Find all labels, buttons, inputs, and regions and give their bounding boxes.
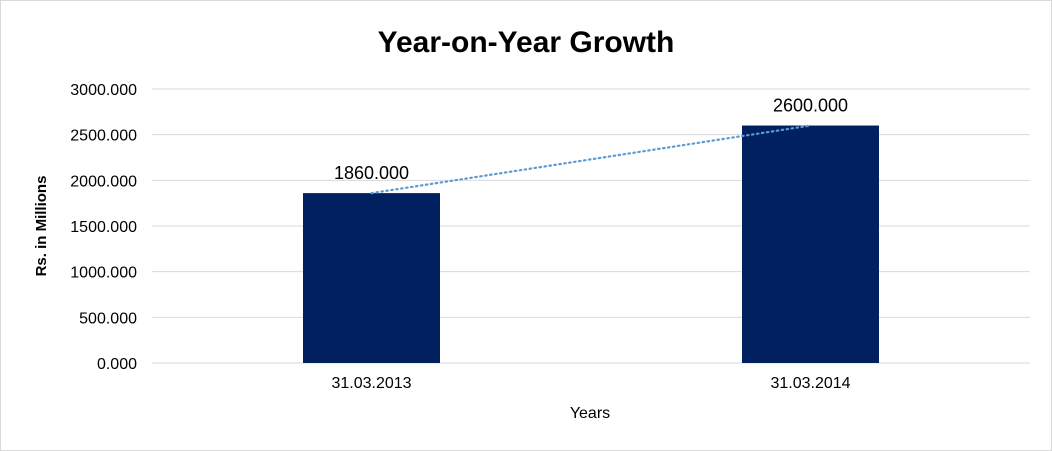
- x-tick-label: 31.03.2013: [331, 375, 411, 392]
- data-label: 1860.000: [334, 163, 409, 183]
- y-tick-label: 2000.000: [70, 173, 137, 190]
- bar: [303, 193, 440, 363]
- x-tick-label: 31.03.2014: [770, 375, 850, 392]
- chart-title: Year-on-Year Growth: [378, 26, 675, 59]
- y-tick-label: 3000.000: [70, 82, 137, 99]
- trendline: [370, 124, 812, 195]
- y-tick-label: 1000.000: [70, 265, 137, 282]
- bar: [742, 125, 879, 364]
- x-axis-label: Years: [570, 405, 610, 422]
- data-label: 2600.000: [773, 96, 848, 116]
- y-tick-label: 0.000: [97, 356, 137, 373]
- y-axis-label: Rs. in Millions: [33, 176, 50, 277]
- y-tick-label: 500.000: [79, 310, 137, 327]
- y-tick-label: 1500.000: [70, 219, 137, 236]
- y-tick-label: 2500.000: [70, 128, 137, 145]
